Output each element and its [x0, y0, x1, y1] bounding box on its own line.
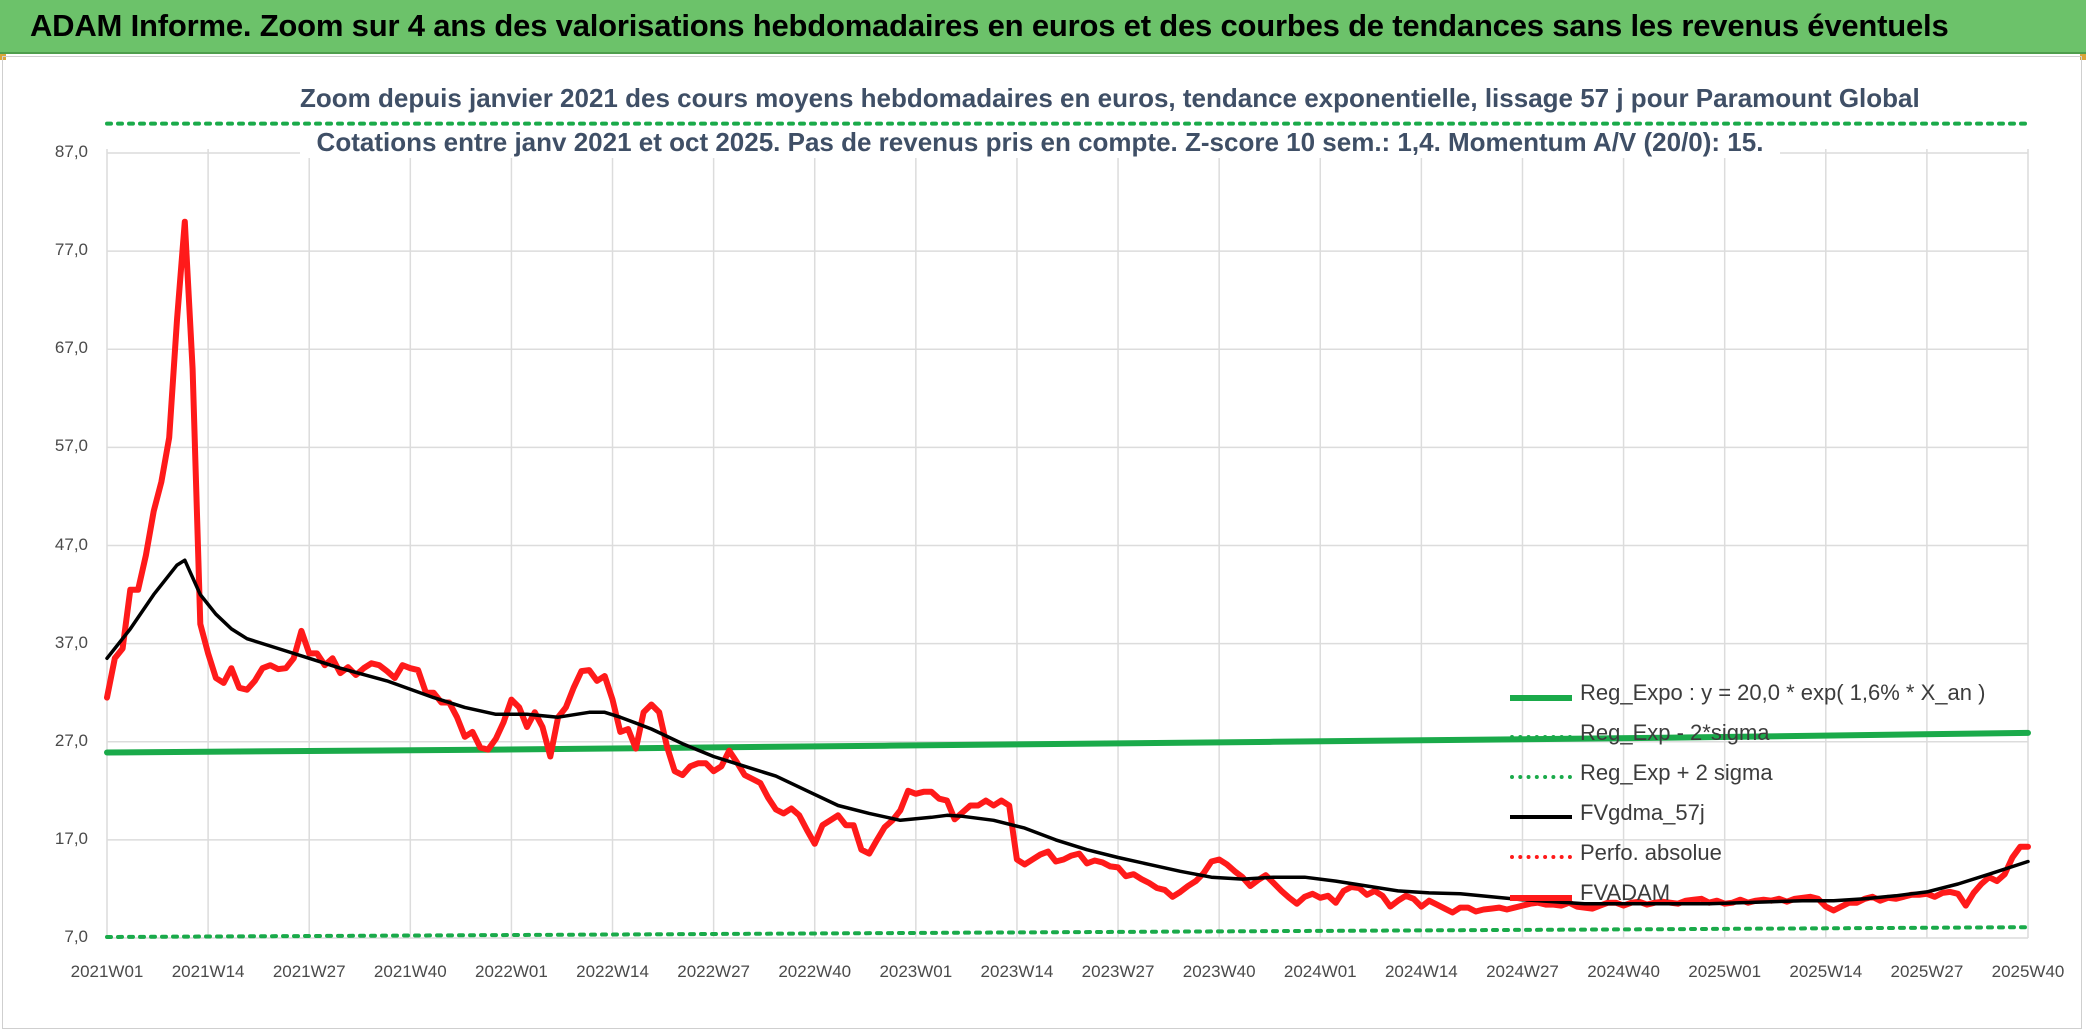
legend-swatch	[1510, 895, 1572, 901]
x-tick-label: 2023W14	[980, 962, 1054, 981]
y-tick-label: 67,0	[54, 338, 88, 358]
chart-subtitle: Cotations entre janv 2021 et oct 2025. P…	[300, 127, 1780, 158]
x-tick-label: 2024W27	[1486, 962, 1559, 981]
x-tick-label: 2024W40	[1587, 962, 1660, 981]
legend-swatch	[1510, 775, 1572, 779]
x-tick-label: 2022W40	[778, 962, 852, 981]
x-tick-label: 2023W01	[879, 962, 953, 981]
series-line-1	[105, 925, 2030, 939]
grid-lines	[106, 149, 2029, 939]
legend-item: Reg_Exp + 2 sigma	[1510, 756, 1930, 796]
legend-swatch	[1510, 815, 1572, 819]
x-tick-label: 2024W01	[1283, 962, 1357, 981]
legend-label: FVgdma_57j	[1580, 800, 1705, 825]
chart-title: Zoom depuis janvier 2021 des cours moyen…	[300, 83, 1920, 114]
legend-item: FVgdma_57j	[1510, 796, 1930, 836]
y-tick-label: 47,0	[54, 534, 88, 554]
series-lines	[104, 121, 2031, 939]
legend-label: FVADAM	[1580, 880, 1671, 905]
x-tick-label: 2022W27	[677, 962, 751, 981]
y-tick-label: 7,0	[64, 927, 88, 946]
x-tick-label: 2021W27	[272, 962, 346, 981]
x-tick-label: 2023W40	[1182, 962, 1256, 981]
x-tick-label: 2025W01	[1688, 962, 1762, 981]
y-tick-label: 27,0	[54, 730, 88, 750]
x-tick-label: 2025W14	[1789, 962, 1863, 981]
legend-swatch	[1510, 855, 1572, 859]
corner-accent-left	[0, 54, 6, 60]
y-tick-label: 17,0	[54, 828, 88, 848]
chart-frame	[2, 56, 2082, 1029]
x-tick-label: 2024W14	[1384, 962, 1458, 981]
y-tick-label: 37,0	[54, 632, 88, 652]
x-tick-label: 2021W14	[171, 962, 245, 981]
legend-label: Reg_Expo : y = 20,0 * exp( 1,6% * X_an )	[1580, 680, 1986, 705]
corner-accent-right	[2080, 54, 2086, 60]
x-tick-label: 2023W27	[1081, 962, 1155, 981]
legend: Reg_Expo : y = 20,0 * exp( 1,6% * X_an )…	[1510, 676, 1985, 916]
legend-item: FVADAM	[1510, 876, 1930, 916]
y-tick-label: 87,0	[54, 142, 88, 161]
legend-item: Reg_Expo : y = 20,0 * exp( 1,6% * X_an )	[1510, 676, 1985, 716]
series-line-0	[104, 729, 2031, 756]
x-tick-label: 2022W01	[475, 962, 548, 981]
x-tick-label: 2021W40	[373, 962, 447, 981]
legend-swatch	[1510, 695, 1572, 701]
x-tick-label: 2021W01	[70, 962, 144, 981]
series-line-3	[105, 558, 2030, 906]
y-tick-label: 77,0	[54, 240, 88, 260]
title-banner: ADAM Informe. Zoom sur 4 ans des valoris…	[0, 0, 2086, 54]
x-tick-label: 2022W14	[576, 962, 649, 981]
legend-item: Perfo. absolue	[1510, 836, 1930, 876]
legend-swatch	[1510, 735, 1572, 739]
x-tick-label: 2025W27	[1890, 962, 1964, 981]
legend-item: Reg_Exp - 2*sigma	[1510, 716, 1930, 756]
page-title: ADAM Informe. Zoom sur 4 ans des valoris…	[30, 8, 1949, 43]
legend-label: Reg_Exp - 2*sigma	[1580, 720, 1770, 745]
legend-label: Reg_Exp + 2 sigma	[1580, 760, 1773, 785]
x-tick-label: 2025W40	[1991, 962, 2065, 981]
y-tick-label: 57,0	[54, 436, 88, 456]
legend-label: Perfo. absolue	[1580, 840, 1722, 865]
